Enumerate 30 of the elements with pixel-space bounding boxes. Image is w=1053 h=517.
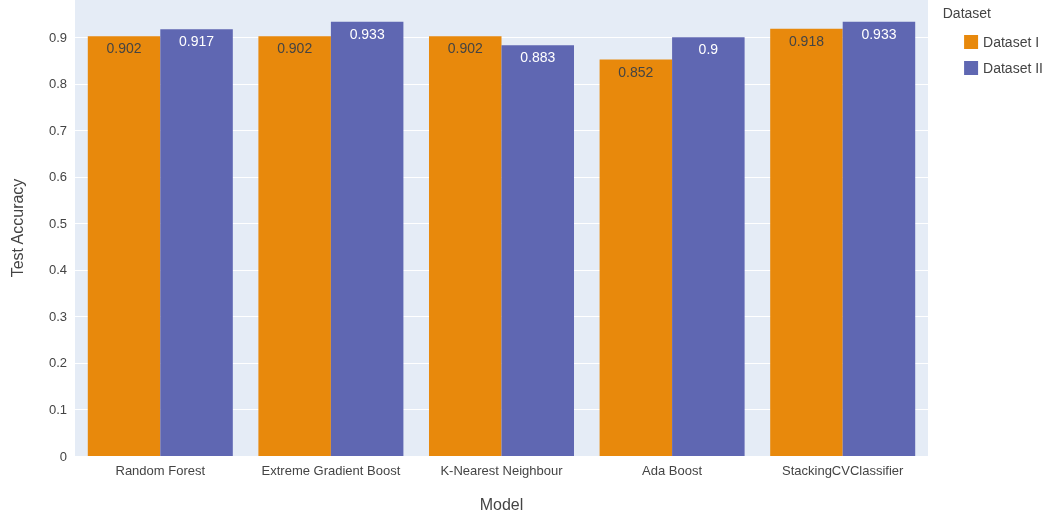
data-label: 0.883 (520, 49, 556, 66)
x-axis-title: Model (479, 495, 524, 513)
data-label: 0.902 (447, 40, 483, 57)
data-label: 0.918 (788, 32, 825, 49)
y-tick-label: 0.5 (48, 215, 67, 231)
x-tick-label: Random Forest (115, 463, 206, 478)
y-axis-title: Test Accuracy (8, 178, 26, 278)
data-label: 0.933 (349, 25, 385, 42)
x-tick-label: StackingCVClassifier (782, 463, 905, 478)
y-tick-label: 0.8 (48, 76, 67, 92)
x-tick-label: K-Nearest Neighbour (440, 463, 564, 478)
data-label: 0.9 (698, 41, 719, 58)
x-tick-label: Ada Boost (642, 463, 703, 478)
x-tick-label: Extreme Gradient Boost (261, 463, 401, 478)
y-tick-label: 0.2 (48, 355, 67, 371)
y-tick-label: 0.9 (48, 29, 67, 45)
data-label: 0.852 (618, 63, 654, 80)
data-label: 0.902 (277, 40, 313, 57)
y-tick-label: 0.7 (48, 122, 67, 138)
y-tick-label: 0.4 (48, 262, 67, 278)
y-tick-label: 0 (59, 448, 67, 464)
data-label: 0.917 (179, 33, 215, 50)
y-tick-label: 0.1 (48, 401, 67, 417)
data-label: 0.933 (861, 25, 897, 42)
y-tick-label: 0.6 (48, 169, 67, 185)
data-label: 0.902 (106, 40, 142, 57)
legend-label: Dataset II (983, 60, 1043, 76)
legend-label: Dataset I (983, 34, 1040, 50)
legend-title: Dataset (942, 5, 992, 21)
y-tick-label: 0.3 (48, 308, 67, 324)
